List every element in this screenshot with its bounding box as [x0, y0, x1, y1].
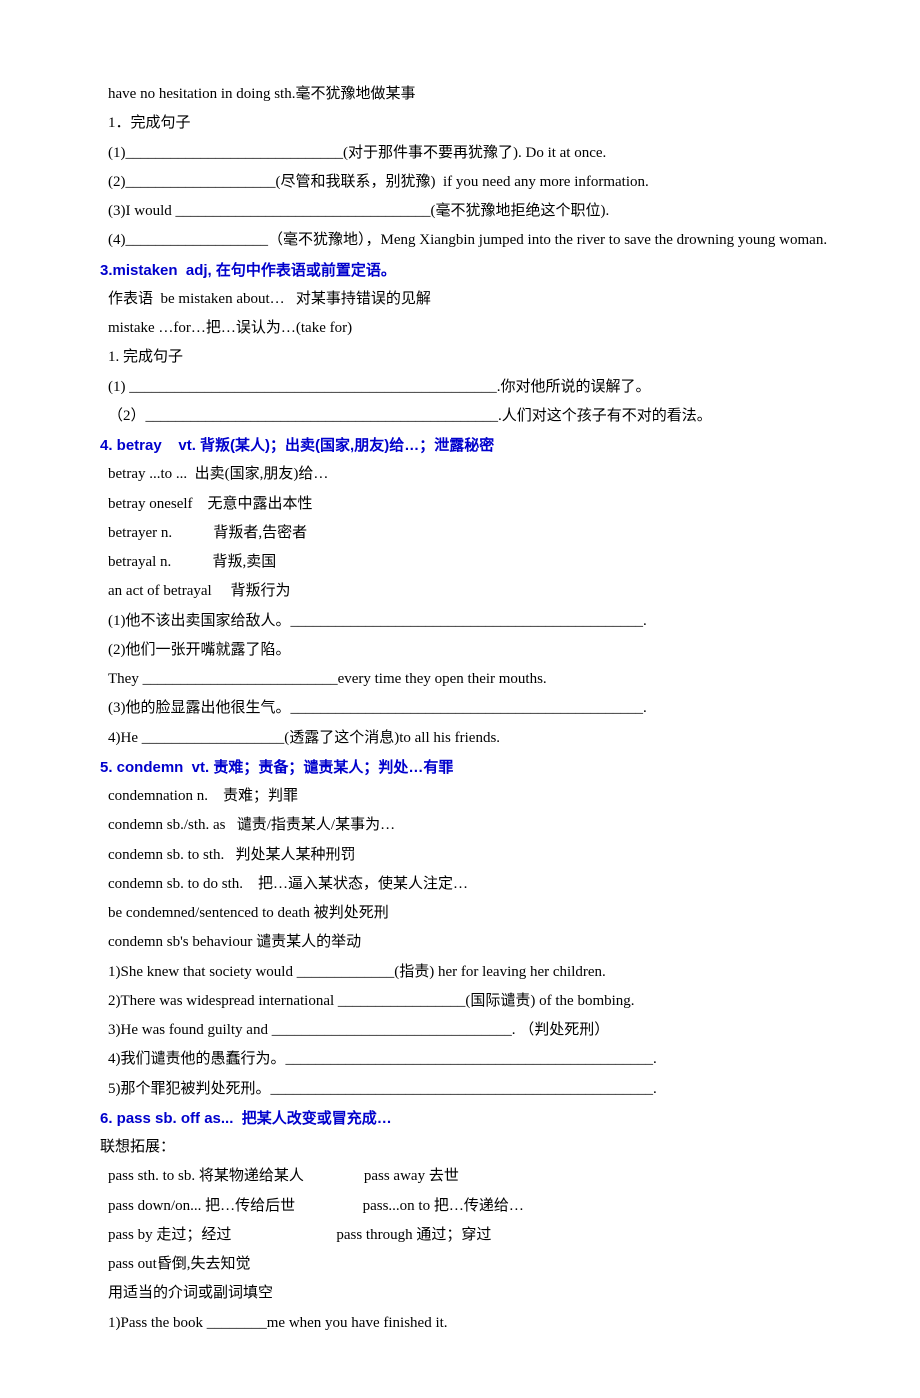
text-line: 4)我们谴责他的愚蠢行为。___________________________…	[100, 1045, 830, 1074]
text-line: 5)那个罪犯被判处死刑。____________________________…	[100, 1075, 830, 1104]
text-line: 5. condemn vt. 责难；责备；谴责某人；判处…有罪	[100, 753, 830, 782]
document-body: have no hesitation in doing sth.毫不犹豫地做某事…	[100, 80, 830, 1338]
text-line: 1．完成句子	[100, 109, 830, 138]
text-line: condemnation n. 责难；判罪	[100, 782, 830, 811]
text-line: betrayer n. 背叛者,告密者	[100, 519, 830, 548]
text-line: (1) ____________________________________…	[100, 373, 830, 402]
text-line: 联想拓展：	[100, 1133, 830, 1162]
text-line: (1)他不该出卖国家给敌人。__________________________…	[100, 607, 830, 636]
text-line: 6. pass sb. off as... 把某人改变或冒充成…	[100, 1104, 830, 1133]
text-line: betray oneself 无意中露出本性	[100, 490, 830, 519]
text-line: mistake …for…把…误认为…(take for)	[100, 314, 830, 343]
text-line: (3)他的脸显露出他很生气。__________________________…	[100, 694, 830, 723]
text-line: （2）_____________________________________…	[100, 402, 830, 431]
text-line: 作表语 be mistaken about… 对某事持错误的见解	[100, 285, 830, 314]
text-line: pass down/on... 把…传给后世 pass...on to 把…传递…	[100, 1192, 830, 1221]
text-line: 4)He ___________________(透露了这个消息)to all …	[100, 724, 830, 753]
text-line: (3)I would _____________________________…	[100, 197, 830, 226]
text-line: pass out昏倒,失去知觉	[100, 1250, 830, 1279]
text-line: be condemned/sentenced to death 被判处死刑	[100, 899, 830, 928]
text-line: have no hesitation in doing sth.毫不犹豫地做某事	[100, 80, 830, 109]
text-line: (1)_____________________________(对于那件事不要…	[100, 139, 830, 168]
text-line: (2)____________________(尽管和我联系，别犹豫) if y…	[100, 168, 830, 197]
text-line: condemn sb. to sth. 判处某人某种刑罚	[100, 841, 830, 870]
text-line: 1)She knew that society would __________…	[100, 958, 830, 987]
text-line: 1)Pass the book ________me when you have…	[100, 1309, 830, 1338]
text-line: an act of betrayal 背叛行为	[100, 577, 830, 606]
text-line: 4. betray vt. 背叛(某人)；出卖(国家,朋友)给…；泄露秘密	[100, 431, 830, 460]
text-line: condemn sb's behaviour 谴责某人的举动	[100, 928, 830, 957]
text-line: pass sth. to sb. 将某物递给某人 pass away 去世	[100, 1162, 830, 1191]
text-line: betray ...to ... 出卖(国家,朋友)给…	[100, 460, 830, 489]
text-line: 1. 完成句子	[100, 343, 830, 372]
text-line: betrayal n. 背叛,卖国	[100, 548, 830, 577]
text-line: (2)他们一张开嘴就露了陷。	[100, 636, 830, 665]
text-line: 2)There was widespread international ___…	[100, 987, 830, 1016]
text-line: (4)___________________（毫不犹豫地），Meng Xiang…	[100, 226, 830, 255]
text-line: 用适当的介词或副词填空	[100, 1279, 830, 1308]
text-line: condemn sb. to do sth. 把…逼入某状态，使某人注定…	[100, 870, 830, 899]
text-line: 3.mistaken adj, 在句中作表语或前置定语。	[100, 256, 830, 285]
text-line: 3)He was found guilty and ______________…	[100, 1016, 830, 1045]
text-line: They __________________________every tim…	[100, 665, 830, 694]
text-line: condemn sb./sth. as 谴责/指责某人/某事为…	[100, 811, 830, 840]
text-line: pass by 走过；经过 pass through 通过；穿过	[100, 1221, 830, 1250]
